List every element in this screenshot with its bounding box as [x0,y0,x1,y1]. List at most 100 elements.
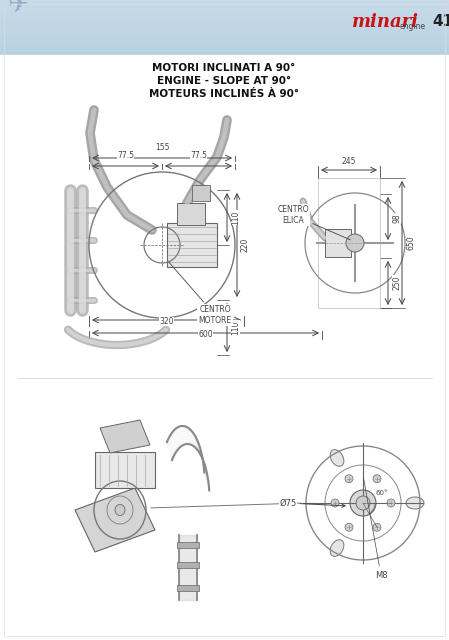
Circle shape [331,499,339,507]
Bar [0,47,449,49]
Circle shape [373,524,381,531]
Bar [0,20,449,22]
Bar [0,49,449,51]
Polygon shape [75,488,155,552]
Bar [0,48,449,49]
Bar [325,229,351,257]
Bar [0,15,449,17]
Bar [0,11,449,13]
Bar [0,41,449,42]
Bar [0,53,449,54]
Bar [0,4,449,6]
Bar [0,24,449,26]
Text: 650: 650 [406,236,415,250]
Circle shape [387,499,395,507]
Bar [0,26,449,28]
Text: 220: 220 [241,238,250,252]
Bar [0,9,449,10]
Text: 98: 98 [392,214,401,223]
Bar [0,25,449,26]
Ellipse shape [115,504,125,515]
Bar [177,585,199,591]
Bar [0,52,449,54]
Bar [0,21,449,22]
Text: 320: 320 [159,317,174,326]
Text: 250: 250 [392,276,401,291]
Bar [177,562,199,568]
Bar [0,3,449,4]
Circle shape [345,524,353,531]
Bar [0,40,449,42]
Ellipse shape [330,450,344,467]
Bar [0,36,449,38]
Bar [0,32,449,33]
Circle shape [350,490,376,516]
Bar [0,12,449,13]
Bar [0,18,449,19]
Text: ENGINE - SLOPE AT 90°: ENGINE - SLOPE AT 90° [157,76,291,86]
Bar [0,39,449,40]
Bar [0,27,449,29]
Bar [0,23,449,24]
Bar [177,542,199,548]
Circle shape [346,234,364,252]
Bar [0,14,449,15]
Text: minari: minari [352,13,419,31]
Bar [0,19,449,20]
Bar [0,6,449,8]
Bar [167,223,217,267]
Bar [0,50,449,51]
Text: 60°: 60° [376,490,388,496]
Bar [0,22,449,24]
Bar [0,28,449,29]
Bar [0,51,449,52]
Polygon shape [100,420,150,453]
Bar [177,203,205,225]
Bar [0,10,449,12]
Bar [0,43,449,45]
Text: MOTEURS INCLINÉS À 90°: MOTEURS INCLINÉS À 90° [149,89,299,99]
Bar [0,2,449,3]
Text: Ø75: Ø75 [279,499,345,508]
Text: CENTRO
MOTORE: CENTRO MOTORE [169,262,232,324]
Text: 600: 600 [198,330,213,339]
Ellipse shape [330,540,344,556]
Bar [318,178,380,308]
Polygon shape [95,452,155,488]
Bar [0,7,449,8]
Bar [0,38,449,40]
Text: 110: 110 [231,211,240,225]
Bar [0,13,449,15]
Text: 245: 245 [342,157,356,166]
Text: M8: M8 [364,477,387,580]
Circle shape [356,496,370,510]
Bar [0,54,449,56]
Bar [0,45,449,47]
Bar [0,30,449,31]
Bar [0,0,449,1]
Bar [0,29,449,31]
Bar [0,42,449,44]
Ellipse shape [406,497,424,509]
Bar [0,46,449,47]
Text: 155: 155 [155,143,169,152]
Text: CENTRO
ELICA: CENTRO ELICA [277,205,351,240]
Text: ✈: ✈ [8,0,29,17]
Text: engine: engine [400,22,426,31]
Bar [0,34,449,35]
Bar [0,44,449,45]
Bar [0,17,449,19]
Bar [0,31,449,33]
Circle shape [345,475,353,483]
Bar [0,8,449,10]
Text: 77.5: 77.5 [117,151,134,160]
Bar [192,185,210,201]
Text: MOTORI INCLINATI A 90°: MOTORI INCLINATI A 90° [152,63,295,73]
Text: 110: 110 [231,320,240,335]
Circle shape [373,475,381,483]
Bar [0,1,449,3]
Bar [0,35,449,36]
Text: 41: 41 [432,14,449,29]
Text: 77.5: 77.5 [190,151,207,160]
Bar [0,33,449,35]
